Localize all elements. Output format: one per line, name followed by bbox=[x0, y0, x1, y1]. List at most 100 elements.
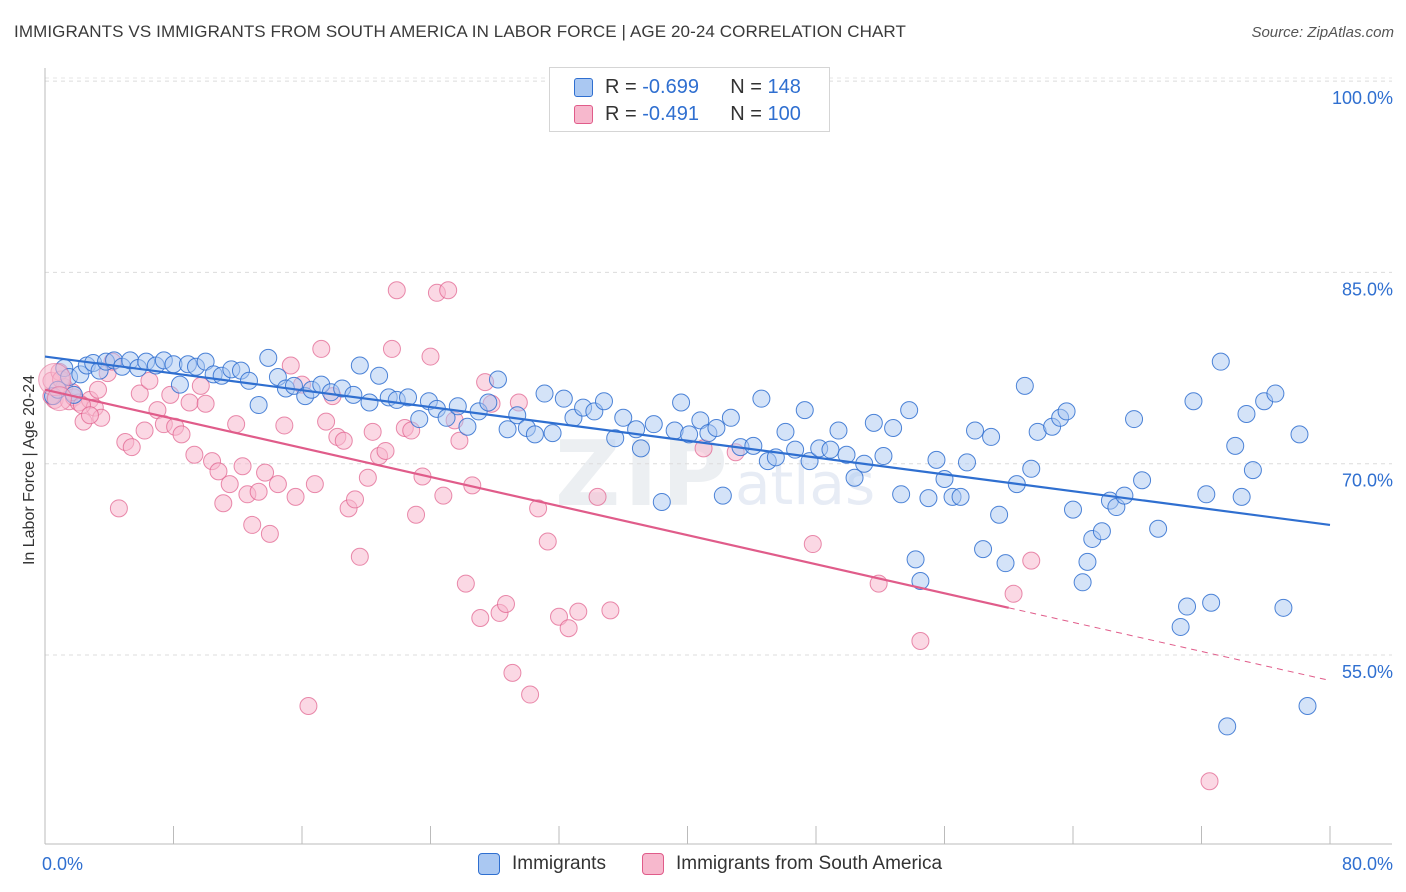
data-point-south-america bbox=[180, 393, 199, 412]
data-point-south-america bbox=[601, 601, 620, 620]
data-point-south-america bbox=[407, 505, 426, 524]
data-point-immigrants bbox=[951, 487, 970, 506]
data-point-immigrants bbox=[919, 489, 938, 508]
data-point-south-america bbox=[363, 422, 382, 441]
data-point-immigrants bbox=[606, 429, 625, 448]
data-point-immigrants bbox=[892, 485, 911, 504]
data-point-south-america bbox=[249, 482, 268, 501]
data-point-south-america bbox=[260, 524, 279, 543]
data-point-immigrants bbox=[982, 427, 1001, 446]
data-point-immigrants bbox=[525, 425, 544, 444]
data-point-south-america bbox=[312, 339, 331, 358]
y-axis-label: In Labor Force | Age 20-24 bbox=[21, 374, 38, 566]
data-point-south-america bbox=[1022, 551, 1041, 570]
data-point-immigrants bbox=[911, 572, 930, 591]
data-point-immigrants bbox=[974, 540, 993, 559]
data-point-south-america bbox=[109, 499, 128, 518]
bottom-legend-label: Immigrants from South America bbox=[676, 853, 943, 874]
data-point-immigrants bbox=[1290, 425, 1309, 444]
y-tick-label: 85.0% bbox=[1342, 279, 1393, 299]
data-point-immigrants bbox=[259, 348, 278, 367]
data-point-south-america bbox=[538, 532, 557, 551]
data-point-south-america bbox=[233, 457, 252, 476]
data-point-immigrants bbox=[874, 447, 893, 466]
data-point-south-america bbox=[439, 281, 458, 300]
data-point-immigrants bbox=[752, 389, 771, 408]
data-point-immigrants bbox=[1226, 436, 1245, 455]
correlation-legend: R = -0.699 N = 148 R = -0.491 N = 100 bbox=[549, 67, 830, 132]
data-point-immigrants bbox=[672, 393, 691, 412]
data-point-immigrants bbox=[1274, 598, 1293, 617]
bottom-legend-swatch-blue bbox=[478, 853, 500, 875]
chart-title: IMMIGRANTS VS IMMIGRANTS FROM SOUTH AMER… bbox=[14, 22, 906, 41]
data-point-south-america bbox=[803, 535, 822, 554]
data-point-immigrants bbox=[631, 439, 650, 458]
data-point-immigrants bbox=[1149, 519, 1168, 538]
data-point-immigrants bbox=[884, 418, 903, 437]
data-point-south-america bbox=[421, 347, 440, 366]
data-point-immigrants bbox=[1218, 717, 1237, 736]
data-point-south-america bbox=[281, 356, 300, 375]
data-point-immigrants bbox=[990, 505, 1009, 524]
data-point-immigrants bbox=[829, 421, 848, 440]
data-point-immigrants bbox=[360, 393, 379, 412]
data-point-south-america bbox=[569, 602, 588, 621]
data-point-south-america bbox=[529, 499, 548, 518]
data-point-immigrants bbox=[927, 450, 946, 469]
y-tick-label: 70.0% bbox=[1342, 471, 1393, 491]
legend-r-label: R = bbox=[605, 102, 637, 125]
data-point-immigrants bbox=[410, 410, 429, 429]
data-point-south-america bbox=[503, 663, 522, 682]
data-point-south-america bbox=[227, 415, 246, 434]
data-point-immigrants bbox=[721, 408, 740, 427]
y-tick-label: 55.0% bbox=[1342, 662, 1393, 682]
data-point-south-america bbox=[382, 339, 401, 358]
legend-n-value: 148 bbox=[767, 75, 801, 98]
data-point-south-america bbox=[130, 384, 149, 403]
data-point-south-america bbox=[471, 609, 490, 628]
data-point-immigrants bbox=[535, 384, 554, 403]
data-point-immigrants bbox=[821, 440, 840, 459]
data-point-south-america bbox=[286, 487, 305, 506]
data-point-immigrants bbox=[837, 445, 856, 464]
data-point-south-america bbox=[299, 697, 318, 716]
data-point-immigrants bbox=[1202, 593, 1221, 612]
data-point-immigrants bbox=[1022, 459, 1041, 478]
trend-line-south-america-extension bbox=[1008, 607, 1331, 681]
data-point-immigrants bbox=[370, 366, 389, 385]
data-point-south-america bbox=[376, 441, 395, 460]
data-point-south-america bbox=[256, 463, 275, 482]
data-point-south-america bbox=[220, 475, 239, 494]
data-point-immigrants bbox=[1092, 522, 1111, 541]
data-point-south-america bbox=[334, 431, 353, 450]
data-point-immigrants bbox=[744, 436, 763, 455]
data-point-south-america bbox=[456, 574, 475, 593]
data-point-immigrants bbox=[1073, 573, 1092, 592]
data-point-immigrants bbox=[707, 418, 726, 437]
data-point-south-america bbox=[350, 547, 369, 566]
data-point-immigrants bbox=[344, 385, 363, 404]
data-point-south-america bbox=[1200, 772, 1219, 791]
data-point-immigrants bbox=[458, 417, 477, 436]
data-point-south-america bbox=[275, 416, 294, 435]
x-tick-label: 80.0% bbox=[1342, 854, 1393, 874]
y-tick-label: 100.0% bbox=[1332, 88, 1393, 108]
data-point-south-america bbox=[387, 281, 406, 300]
data-point-south-america bbox=[135, 421, 154, 440]
data-point-south-america bbox=[209, 462, 228, 481]
data-point-immigrants bbox=[845, 468, 864, 487]
data-point-south-america bbox=[346, 490, 365, 509]
data-point-immigrants bbox=[1178, 597, 1197, 616]
bottom-legend-immigrants: Immigrants bbox=[478, 852, 606, 876]
data-point-south-america bbox=[80, 406, 99, 425]
data-point-immigrants bbox=[594, 392, 613, 411]
legend-swatch-pink bbox=[574, 104, 593, 124]
bottom-legend-label: Immigrants bbox=[512, 853, 606, 874]
data-point-immigrants bbox=[479, 393, 498, 412]
data-point-south-america bbox=[243, 515, 262, 534]
data-point-immigrants bbox=[795, 401, 814, 420]
data-point-immigrants bbox=[196, 352, 215, 371]
data-point-south-america bbox=[521, 685, 540, 704]
data-point-immigrants bbox=[239, 371, 258, 390]
data-point-immigrants bbox=[1211, 352, 1230, 371]
